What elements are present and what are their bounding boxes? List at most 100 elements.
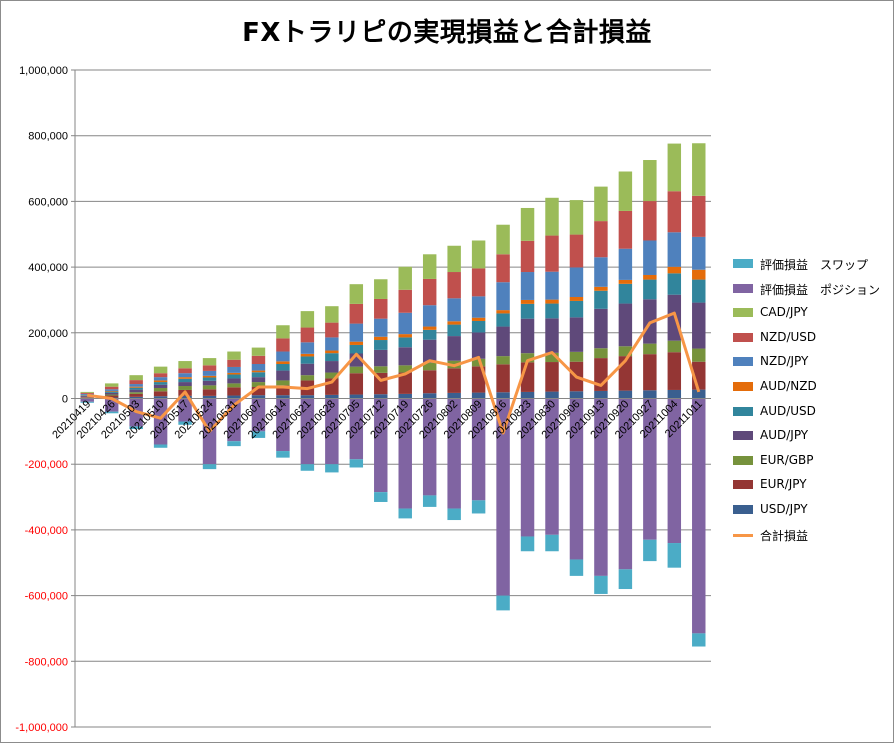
legend-label: 合計損益 <box>760 528 809 543</box>
bar-segment <box>618 279 633 284</box>
bar-segment <box>594 390 608 399</box>
bar-segment <box>471 392 486 399</box>
bar-segment <box>545 299 559 304</box>
bar-segment <box>227 395 241 399</box>
y-tick-label: 0 <box>62 394 68 406</box>
bar-segment <box>227 383 241 388</box>
bar-segment <box>129 396 143 399</box>
legend-item: EUR/GBP <box>733 453 893 478</box>
bar-segment <box>594 575 608 594</box>
legend-item: NZD/JPY <box>733 354 893 379</box>
bar-segment <box>545 197 559 236</box>
bar-segment <box>569 391 584 399</box>
bar-segment <box>643 160 657 202</box>
legend-item: AUD/USD <box>733 404 893 429</box>
bar-segment <box>202 358 217 366</box>
bar-segment <box>276 351 290 362</box>
bar-segment <box>618 390 633 399</box>
bar-segment <box>496 313 510 327</box>
legend-swatch <box>733 431 753 441</box>
bar-segment <box>569 200 584 235</box>
bar-segment <box>667 340 682 353</box>
bar-segment <box>643 240 657 275</box>
bar-segment <box>325 464 339 473</box>
bar-segment <box>251 370 266 373</box>
bar-segment <box>374 336 388 341</box>
bar-segment <box>618 569 633 590</box>
bar-segment <box>178 386 192 390</box>
legend-item: NZD/USD <box>733 330 893 355</box>
bar-segment <box>398 372 412 394</box>
bar-segment <box>618 283 633 304</box>
bar-segment <box>471 398 486 501</box>
bar-segment <box>153 382 168 385</box>
bar-segment <box>471 240 486 269</box>
bar-segment <box>667 543 682 568</box>
bar-segment <box>398 289 412 313</box>
bar-segment <box>349 366 364 374</box>
bar-segment <box>520 536 535 552</box>
bar-segment <box>227 351 241 360</box>
bar-segment <box>251 431 266 438</box>
bar-segment <box>300 342 315 354</box>
bar-segment <box>202 380 217 386</box>
bar-segment <box>569 398 584 560</box>
bar-segment <box>227 387 241 396</box>
legend-swatch <box>733 480 753 490</box>
legend-swatch <box>733 504 753 514</box>
total-pl-line <box>86 311 701 435</box>
bar-segment <box>520 207 535 241</box>
bar-segment <box>276 364 290 371</box>
bar-segment <box>447 392 461 399</box>
bar-segment <box>545 398 559 535</box>
bar-segment <box>618 171 633 211</box>
bar-segment <box>104 390 119 392</box>
bar-segment <box>104 383 119 387</box>
bar-segment <box>594 221 608 258</box>
bar-segment <box>398 334 412 338</box>
bar-segment <box>545 352 559 363</box>
legend: 評価損益 スワップ 評価損益 ポジション CAD/JPY NZD/USD NZD/JPY… <box>733 256 893 551</box>
bar-segment <box>545 303 559 319</box>
bar-segment <box>153 373 168 378</box>
bar-segment <box>447 508 461 521</box>
bar-segment <box>667 143 682 192</box>
y-tick-label: -200,000 <box>25 459 68 471</box>
bar-segment <box>692 389 706 399</box>
bar-segment <box>129 375 143 381</box>
bar-segment <box>643 390 657 399</box>
bar-segment <box>153 366 168 374</box>
bar-segment <box>300 327 315 343</box>
bar-segment <box>251 377 266 383</box>
bar-segment <box>251 395 266 399</box>
bar-segment <box>569 300 584 318</box>
bar-segment <box>178 377 192 379</box>
bar-segment <box>325 322 339 338</box>
bar-segment <box>276 398 290 452</box>
bar-segment <box>325 306 339 323</box>
legend-line-swatch <box>733 533 753 537</box>
bar-segment <box>496 398 510 596</box>
bar-segment <box>594 308 608 349</box>
bar-segment <box>447 298 461 322</box>
legend-swatch <box>733 283 753 293</box>
legend-label: AUD/USD <box>760 403 816 418</box>
bar-segment <box>594 398 608 576</box>
bar-segment <box>178 421 192 425</box>
bar-segment <box>227 359 241 367</box>
legend-label: AUD/JPY <box>760 428 809 443</box>
bar-segment <box>545 534 559 552</box>
bar-segment <box>667 273 682 295</box>
bar-segment <box>202 389 217 396</box>
bar-segment <box>374 492 388 502</box>
bar-segment <box>129 387 143 390</box>
bar-segment <box>471 366 486 393</box>
bar-segment <box>471 320 486 333</box>
bar-segment <box>594 286 608 291</box>
bar-segment <box>349 398 364 460</box>
bar-segment <box>471 317 486 321</box>
bar-segment <box>153 377 168 381</box>
bar-segment <box>667 352 682 390</box>
bar-segment <box>471 296 486 318</box>
